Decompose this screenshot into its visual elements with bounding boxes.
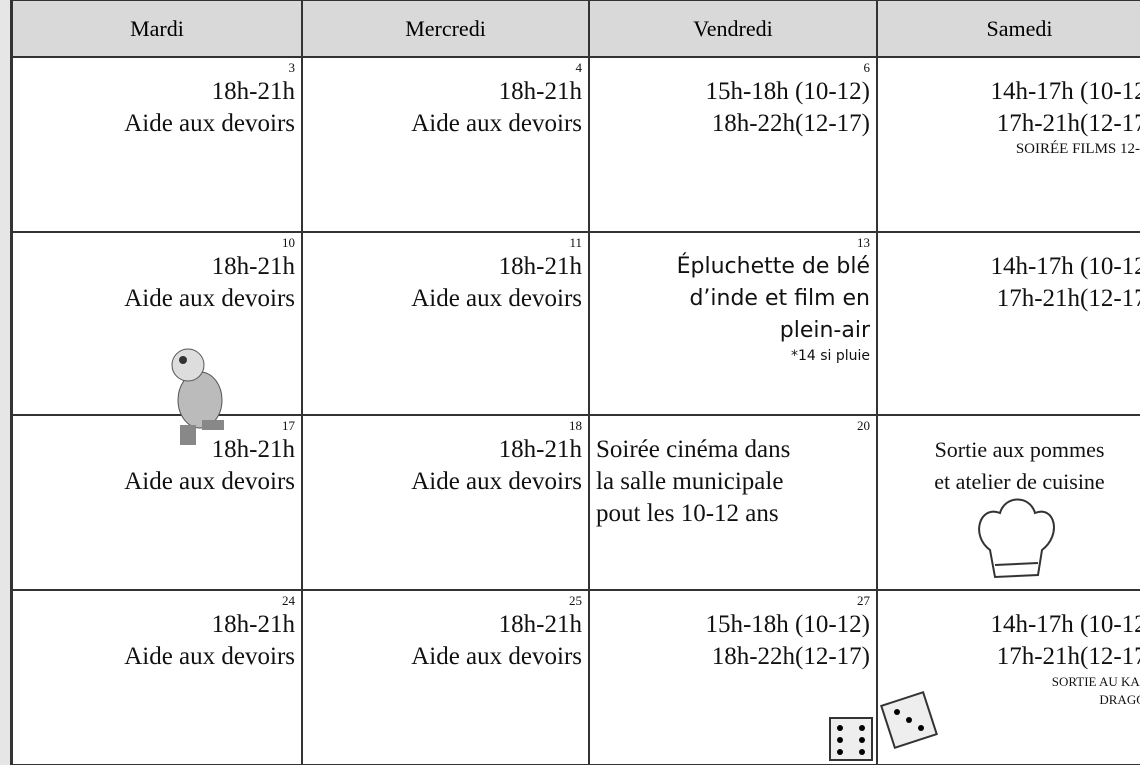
character-illustration <box>171 348 224 445</box>
event-line: Aide aux devoirs <box>411 468 582 495</box>
event-line: 17h-21h(12-17) <box>996 110 1140 137</box>
day-number: 7 <box>884 60 1140 76</box>
event-line: la salle municipale <box>596 468 784 495</box>
day-cell: 6 15h-18h (10-12) 18h-22h(12-17) <box>589 57 877 232</box>
event-line: 17h-21h(12-17) <box>996 643 1140 670</box>
day-cell: 13 Épluchette de blé d’inde et film en plei… <box>589 232 877 415</box>
event-line: Aide aux devoirs <box>124 468 295 495</box>
chef-hat-illustration <box>978 498 1055 579</box>
event-line: Épluchette de blé <box>676 254 870 279</box>
dice-illustration <box>829 691 938 761</box>
day-cell: 17 18h-21h Aide aux devoirs <box>12 415 302 590</box>
event-line: Aide aux devoirs <box>124 110 295 137</box>
event-line: 14h-17h (10-12) <box>990 611 1140 638</box>
event-line: Soirée cinéma dans <box>596 436 791 463</box>
event-line: 18h-21h <box>498 78 582 105</box>
event-line: Aide aux devoirs <box>124 285 295 312</box>
column-header: Vendredi <box>589 0 877 57</box>
day-cell: 11 18h-21h Aide aux devoirs <box>302 232 589 415</box>
event-line: pout les 10-12 ans <box>596 500 779 527</box>
event-line: 15h-18h (10-12) <box>705 611 870 638</box>
day-number: 24 <box>282 593 295 608</box>
day-number: 14 <box>884 235 1140 251</box>
day-cell: 7 14h-17h (10-12) 17h-21h(12-17) SOIRÉE FIL… <box>877 57 1140 232</box>
event-note: SOIRÉE FILMS 12-17 <box>1015 141 1140 157</box>
event-line: et atelier de cuisine <box>934 469 1105 494</box>
event-line: d’inde et film en <box>689 286 870 311</box>
day-number: 6 <box>863 60 871 75</box>
event-line: 18h-21h <box>211 611 295 638</box>
event-note: SORTIE AU KAFÉ <box>1051 674 1140 689</box>
event-line: Aide aux devoirs <box>411 285 582 312</box>
event-line: 14h-17h (10-12) <box>990 253 1140 280</box>
event-line: 18h-21h <box>498 253 582 280</box>
day-cell: 18 18h-21h Aide aux devoirs <box>302 415 589 590</box>
day-number: 21 <box>884 418 1140 434</box>
event-line: 17h-21h(12-17) <box>996 285 1140 312</box>
day-number: 13 <box>857 235 870 250</box>
day-cell: 21 Sortie aux pommes et atelier de cuisine <box>877 415 1140 590</box>
event-line: plein-air <box>779 318 870 343</box>
event-line: 18h-21h <box>498 436 582 463</box>
day-number: 3 <box>288 60 296 75</box>
day-number: 20 <box>857 418 870 433</box>
column-header: Samedi <box>877 0 1140 57</box>
calendar-grid: Mardi Mercredi Vendredi Samedi 3 18h-21h Aide … <box>10 0 1140 765</box>
event-line: Aide aux devoirs <box>411 643 582 670</box>
event-line: 18h-21h <box>498 611 582 638</box>
event-line: Aide aux devoirs <box>124 643 295 670</box>
day-number: 28 <box>884 593 1140 609</box>
day-cell: 14 14h-17h (10-12) 17h-21h(12-17) <box>877 232 1140 415</box>
day-number: 18 <box>569 418 582 433</box>
column-header: Mercredi <box>302 0 589 57</box>
day-cell: 3 18h-21h Aide aux devoirs <box>12 57 302 232</box>
event-line: 15h-18h (10-12) <box>705 78 870 105</box>
day-cell: 20 Soirée cinéma dans la salle municipale p… <box>589 415 877 590</box>
event-line: 18h-21h <box>211 436 295 463</box>
event-note: *14 si pluie <box>790 348 870 364</box>
day-cell: 24 18h-21h Aide aux devoirs <box>12 590 302 765</box>
day-cell: 25 18h-21h Aide aux devoirs <box>302 590 589 765</box>
day-number: 27 <box>857 593 870 608</box>
day-cell: 4 18h-21h Aide aux devoirs <box>302 57 589 232</box>
event-line: Sortie aux pommes <box>934 437 1105 462</box>
event-note: DRAGON <box>1099 692 1140 707</box>
day-cell: 10 18h-21h Aide aux devoirs <box>12 232 302 415</box>
event-line: 14h-17h (10-12) <box>990 78 1140 105</box>
day-number: 17 <box>282 418 295 433</box>
event-line: 18h-21h <box>211 78 295 105</box>
event-line: 18h-22h(12-17) <box>711 643 870 670</box>
day-number: 25 <box>569 593 582 608</box>
column-header: Mardi <box>12 0 302 57</box>
event-line: 18h-22h(12-17) <box>711 110 870 137</box>
event-line: Aide aux devoirs <box>411 110 582 137</box>
day-number: 4 <box>575 60 583 75</box>
day-cell: 28 14h-17h (10-12) 17h-21h(12-17) SORTIE AU… <box>877 590 1140 765</box>
event-line: 18h-21h <box>211 253 295 280</box>
day-number: 10 <box>282 235 295 250</box>
day-number: 11 <box>569 235 582 250</box>
